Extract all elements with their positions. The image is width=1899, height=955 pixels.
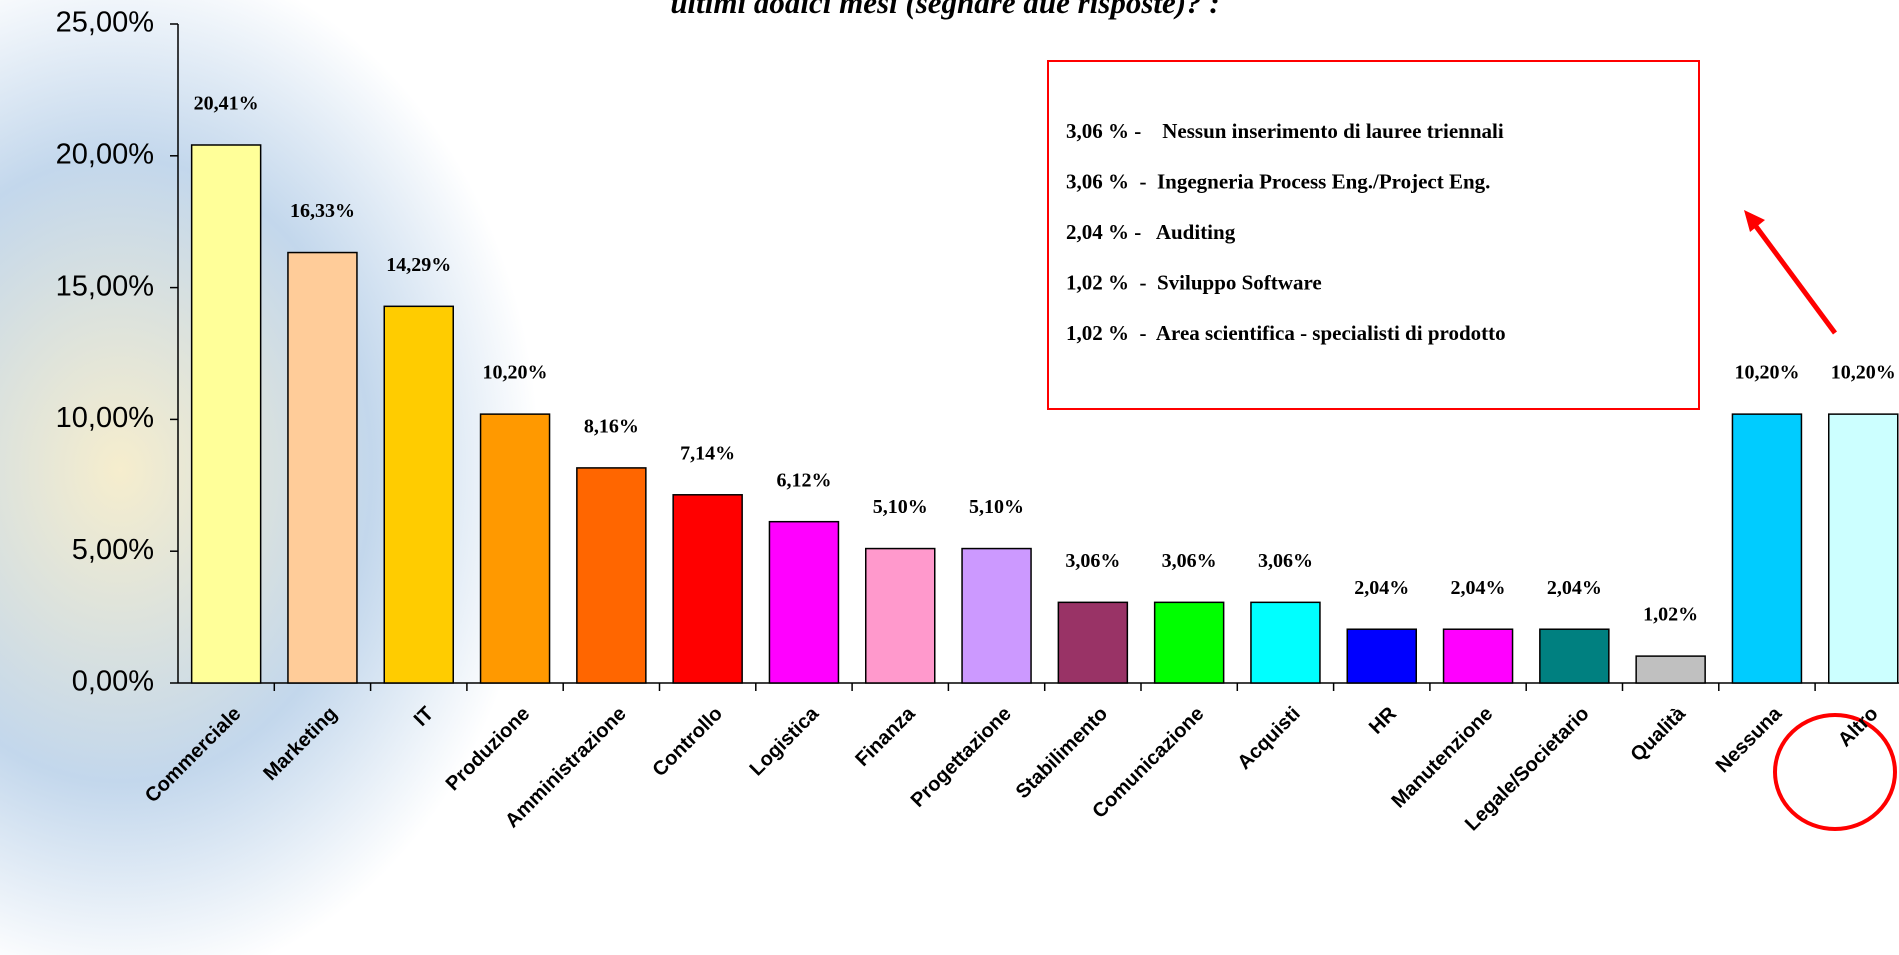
annotation: 2,04 % - Auditing bbox=[1066, 220, 1236, 244]
bar bbox=[865, 547, 936, 684]
highlight-circle bbox=[1773, 713, 1897, 831]
globe-decoration bbox=[0, 0, 540, 955]
bar bbox=[1731, 413, 1803, 684]
chart-title: ultimi dodici mesi (segnare due risposte… bbox=[670, 0, 1219, 20]
value-label: 6,12% bbox=[776, 469, 831, 491]
bar bbox=[287, 251, 358, 684]
value-label: 10,20% bbox=[1831, 362, 1896, 384]
y-tick-label: 5,00% bbox=[72, 534, 154, 566]
value-label: 2,04% bbox=[1354, 577, 1409, 599]
bar bbox=[1828, 413, 1899, 684]
value-label: 10,20% bbox=[1734, 362, 1799, 384]
bar bbox=[1057, 601, 1129, 684]
bar bbox=[190, 144, 262, 684]
arrow-head bbox=[1744, 210, 1765, 232]
annotation: 1,02 % - Sviluppo Software bbox=[1066, 270, 1322, 294]
y-tick-label: 0,00% bbox=[72, 666, 154, 698]
arrow bbox=[1749, 219, 1838, 335]
value-label: 7,14% bbox=[680, 442, 735, 464]
bar bbox=[1442, 628, 1514, 684]
bar bbox=[961, 547, 1032, 684]
bar bbox=[1153, 601, 1225, 684]
value-label: 10,20% bbox=[483, 362, 548, 384]
bar bbox=[672, 494, 743, 684]
value-label: 5,10% bbox=[969, 496, 1024, 518]
bar bbox=[479, 413, 551, 684]
bar bbox=[1250, 601, 1321, 684]
bar bbox=[1635, 655, 1706, 684]
y-tick-label: 20,00% bbox=[56, 138, 154, 170]
value-label: 8,16% bbox=[584, 415, 639, 437]
bar bbox=[383, 305, 454, 684]
annotation: 3,06 % - Nessun inserimento di lauree tr… bbox=[1066, 119, 1504, 143]
value-label: 2,04% bbox=[1547, 577, 1602, 599]
annotation: 3,06 % - Ingegneria Process Eng./Project… bbox=[1066, 169, 1490, 193]
annotation-box bbox=[1047, 60, 1700, 410]
y-tick-label: 15,00% bbox=[56, 270, 154, 302]
value-label: 1,02% bbox=[1643, 604, 1698, 626]
value-label: 14,29% bbox=[386, 254, 451, 276]
bar bbox=[576, 467, 647, 684]
annotation: 1,02 % - Area scientifica - specialisti … bbox=[1066, 321, 1506, 345]
value-label: 3,06% bbox=[1065, 550, 1120, 572]
bar bbox=[768, 520, 840, 684]
value-label: 5,10% bbox=[873, 496, 928, 518]
y-tick-label: 10,00% bbox=[56, 402, 154, 434]
bar bbox=[1539, 628, 1610, 684]
value-label: 20,41% bbox=[194, 93, 259, 115]
value-label: 3,06% bbox=[1162, 550, 1217, 572]
value-label: 2,04% bbox=[1451, 577, 1506, 599]
value-label: 16,33% bbox=[290, 200, 355, 222]
bar bbox=[1346, 628, 1417, 684]
y-tick-label: 25,00% bbox=[56, 7, 154, 39]
value-label: 3,06% bbox=[1258, 550, 1313, 572]
